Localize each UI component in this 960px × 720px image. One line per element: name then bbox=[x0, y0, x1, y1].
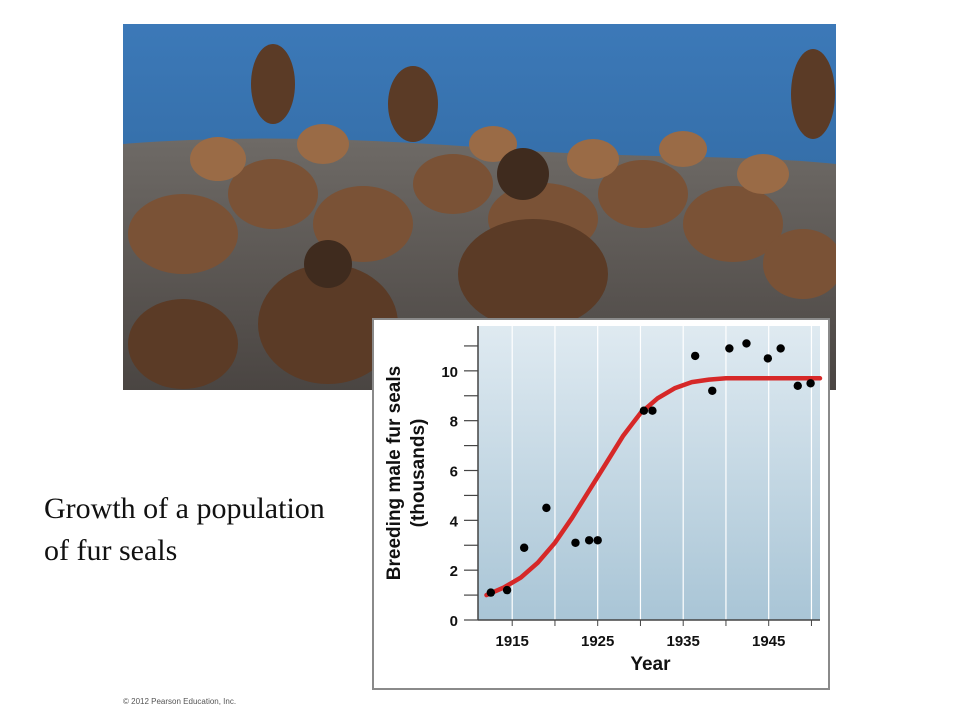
data-point bbox=[542, 503, 551, 513]
data-point bbox=[519, 543, 529, 552]
y-tick-label: 2 bbox=[450, 563, 458, 580]
data-point bbox=[690, 351, 700, 361]
axes bbox=[464, 326, 820, 626]
y-tick-label: 8 bbox=[450, 414, 458, 431]
data-point bbox=[648, 406, 657, 415]
axis-titles: Year Breeding male fur seals (thousands) bbox=[384, 366, 671, 675]
logistic-curve bbox=[484, 376, 823, 598]
x-tick-label: 1945 bbox=[752, 633, 785, 650]
data-point bbox=[502, 585, 512, 595]
data-point bbox=[776, 344, 785, 353]
x-tick-label: 1925 bbox=[581, 633, 614, 650]
tick-labels: 0 2 4 6 8 10 1915 1925 1935 1945 bbox=[441, 364, 785, 650]
data-point bbox=[708, 386, 717, 395]
data-points bbox=[486, 339, 815, 597]
data-point bbox=[571, 538, 580, 547]
y-tick-label: 0 bbox=[450, 613, 458, 630]
caption: Growth of a population of fur seals bbox=[44, 492, 325, 567]
x-axis-title: Year bbox=[630, 654, 671, 675]
population-growth-chart: 0 2 4 6 8 10 1915 1925 1935 1945 Year Breeding ma… bbox=[384, 326, 823, 675]
y-axis-title-line2: (thousands) bbox=[408, 419, 429, 528]
data-point bbox=[639, 406, 649, 415]
data-point bbox=[742, 339, 751, 348]
copyright-notice: © 2012 Pearson Education, Inc. bbox=[123, 697, 237, 706]
x-tick-label: 1915 bbox=[496, 633, 529, 650]
chart-panel: 0 2 4 6 8 10 1915 1925 1935 1945 Year Breeding ma… bbox=[372, 318, 830, 690]
y-tick-label: 4 bbox=[450, 513, 459, 530]
data-point bbox=[593, 536, 602, 545]
data-point bbox=[725, 344, 734, 353]
data-point bbox=[763, 354, 773, 363]
y-tick-label: 10 bbox=[441, 364, 458, 381]
data-point bbox=[584, 536, 594, 545]
logistic-growth-line bbox=[484, 376, 823, 598]
x-tick-label: 1935 bbox=[667, 633, 700, 650]
plot-area bbox=[478, 326, 820, 620]
y-axis-title-line1: Breeding male fur seals bbox=[384, 366, 405, 580]
data-point bbox=[806, 379, 815, 388]
data-point bbox=[486, 588, 496, 597]
data-point bbox=[793, 381, 802, 390]
y-tick-label: 6 bbox=[450, 464, 458, 481]
